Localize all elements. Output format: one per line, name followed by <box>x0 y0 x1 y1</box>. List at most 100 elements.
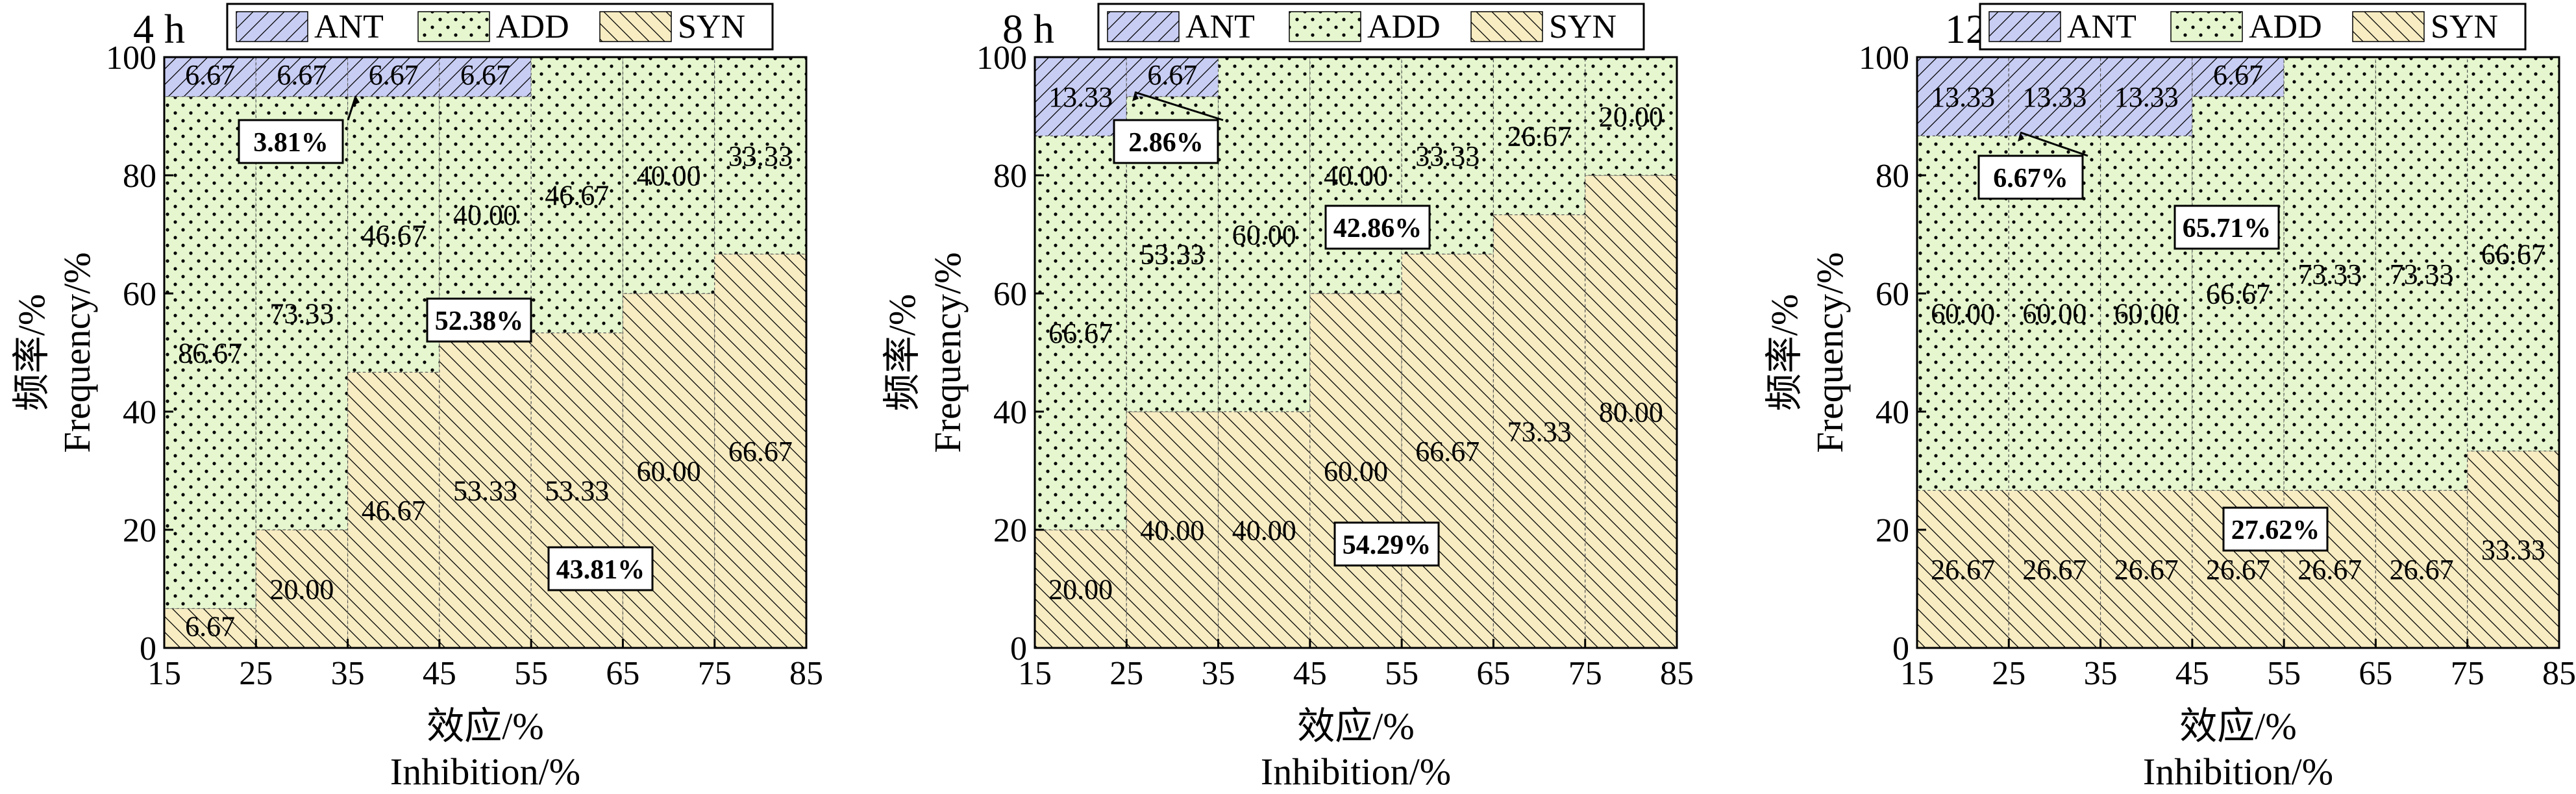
y-tick-label: 100 <box>106 40 156 77</box>
bar-add <box>714 56 807 254</box>
bar-add <box>1492 56 1586 216</box>
x-tick-label: 55 <box>1385 655 1418 692</box>
arrowhead-icon <box>1132 92 1139 101</box>
plot-frame <box>1034 56 1678 649</box>
chart-panel-2: 20.00 66.67 13.33 40.00 53.33 6.67 40.00 60.00 6… <box>881 3 1694 793</box>
summary-arrow <box>2020 131 2088 157</box>
y-axis-title: Frequency/% <box>926 252 969 453</box>
legend-swatch-ant <box>1107 11 1180 42</box>
value-label-ant: 13.33 <box>1931 81 1995 113</box>
legend-swatch-ant <box>1988 11 2061 42</box>
legend-swatch-add <box>417 11 490 42</box>
summary-value-ant: 2.86% <box>1128 128 1204 158</box>
bar-syn <box>2008 490 2101 649</box>
x-tick-label: 45 <box>1293 655 1327 692</box>
legend-label-add: ADD <box>2249 8 2322 45</box>
summary-box-add <box>1324 205 1431 250</box>
chart-panel-3: 26.67 60.00 13.33 26.67 60.00 13.33 26.67 60.00… <box>1763 3 2576 793</box>
x-tick-label: 75 <box>2451 655 2484 692</box>
value-label-syn: 26.67 <box>2390 554 2454 586</box>
bar-ant <box>439 56 532 97</box>
y-tick-label: 40 <box>1876 394 1909 431</box>
value-label-syn: 40.00 <box>1232 514 1296 546</box>
value-label-syn: 53.33 <box>453 475 517 507</box>
x-tick-label: 35 <box>331 655 365 692</box>
x-tick-label: 35 <box>1202 655 1235 692</box>
x-tick-label: 65 <box>1476 655 1510 692</box>
legend-label-add: ADD <box>496 8 569 45</box>
bar-ant <box>1916 56 2009 136</box>
value-label-syn: 26.67 <box>2114 554 2179 586</box>
y-tick-label: 60 <box>1876 276 1909 313</box>
value-label-add: 86.67 <box>178 337 242 369</box>
value-label-syn: 53.33 <box>545 475 609 507</box>
y-tick-label: 60 <box>993 276 1027 313</box>
bar-ant <box>164 56 256 97</box>
legend: ANT ADD SYN <box>226 3 774 51</box>
legend-label-add: ADD <box>1367 8 1441 45</box>
x-tick-label: 65 <box>606 655 639 692</box>
value-label-ant: 6.67 <box>1147 59 1197 91</box>
y-tick-label: 40 <box>123 394 156 431</box>
legend-label-ant: ANT <box>2067 8 2136 45</box>
value-label-syn: 60.00 <box>637 455 701 487</box>
bar-syn <box>1034 529 1127 649</box>
value-label-add: 53.33 <box>1140 239 1204 271</box>
summary-arrow <box>1134 91 1224 121</box>
bar-ant <box>1126 56 1219 97</box>
legend-label-syn: SYN <box>2431 8 2498 45</box>
value-label-add: 60.00 <box>2114 298 2179 330</box>
bar-ant <box>1034 56 1127 136</box>
legend-swatch-syn <box>599 11 672 42</box>
x-tick-label: 35 <box>2084 655 2118 692</box>
x-axis-title-cn: 效应/% <box>427 705 543 747</box>
x-tick-label: 15 <box>1900 655 1934 692</box>
value-label-ant: 6.67 <box>369 59 419 91</box>
value-label-add: 60.00 <box>1931 298 1995 330</box>
legend-label-ant: ANT <box>314 8 384 45</box>
summary-value-ant: 3.81% <box>253 128 328 158</box>
x-tick-label: 75 <box>698 655 732 692</box>
y-axis-title: Frequency/% <box>56 252 98 453</box>
x-tick-label: 85 <box>2542 655 2576 692</box>
y-tick-label: 40 <box>993 394 1027 431</box>
bar-add <box>439 96 532 334</box>
bar-syn <box>2375 490 2468 649</box>
legend-swatch-add <box>2170 11 2243 42</box>
value-label-add: 66.67 <box>2206 278 2270 310</box>
legend: ANT ADD SYN <box>1979 3 2527 51</box>
value-label-add: 40.00 <box>637 160 701 192</box>
legend-label-syn: SYN <box>678 8 745 45</box>
value-label-add: 73.33 <box>2390 258 2454 290</box>
summary-value-syn: 43.81% <box>556 555 645 585</box>
value-label-add: 40.00 <box>1324 160 1388 192</box>
value-label-ant: 6.67 <box>277 59 327 91</box>
bar-add <box>1217 56 1311 412</box>
y-tick-label: 0 <box>1892 630 1909 667</box>
summary-arrow <box>347 95 357 121</box>
x-tick-label: 85 <box>1660 655 1694 692</box>
x-tick-label: 25 <box>1109 655 1143 692</box>
bar-ant <box>2192 56 2285 97</box>
value-label-add: 33.33 <box>728 140 793 172</box>
x-tick-label: 45 <box>2175 655 2209 692</box>
panel-label: 4 h <box>133 6 185 52</box>
x-tick-label: 75 <box>1568 655 1602 692</box>
legend-box <box>226 3 774 51</box>
bar-add <box>530 56 624 334</box>
legend-box <box>1979 3 2527 51</box>
summary-box-syn <box>1333 521 1440 567</box>
value-label-syn: 66.67 <box>1415 436 1480 467</box>
value-label-ant: 6.67 <box>460 59 510 91</box>
legend-swatch-syn <box>1470 11 1543 42</box>
bar-syn <box>1585 175 1678 649</box>
x-axis-title: Inhibition/% <box>2143 751 2333 793</box>
bar-syn <box>1401 253 1494 649</box>
summary-value-add: 52.38% <box>435 306 524 336</box>
value-label-add: 46.67 <box>545 180 609 212</box>
x-axis-title: Inhibition/% <box>390 751 580 793</box>
value-label-add: 33.33 <box>1415 140 1480 172</box>
summary-box-add <box>2174 205 2280 250</box>
bar-ant <box>2008 56 2101 136</box>
bar-add <box>2192 96 2285 491</box>
